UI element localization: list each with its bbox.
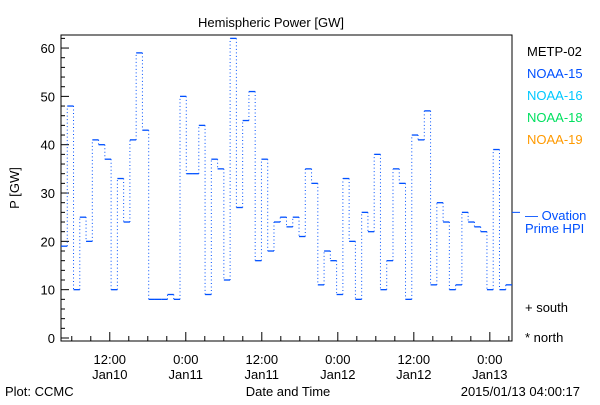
x-tick-label-date: Jan12 xyxy=(396,367,431,382)
ovation-label-1: — Ovation xyxy=(525,208,586,223)
x-axis: 12:00Jan100:00Jan1112:00Jan110:00Jan1212… xyxy=(71,332,510,382)
x-tick-label-date: Jan12 xyxy=(320,367,355,382)
x-tick-label-date: Jan10 xyxy=(92,367,127,382)
legend-item: NOAA-15 xyxy=(527,66,583,81)
north-label: * north xyxy=(525,330,563,345)
legend-item: NOAA-18 xyxy=(527,110,583,125)
legend: METP-02 NOAA-15 NOAA-16 NOAA-18 NOAA-19 xyxy=(527,44,583,147)
chart-title: Hemispheric Power [GW] xyxy=(198,15,344,30)
legend-item: NOAA-16 xyxy=(527,88,583,103)
y-tick-label: 0 xyxy=(48,331,55,346)
x-tick-label-date: Jan11 xyxy=(245,367,279,382)
plot-frame xyxy=(60,34,513,342)
legend-item: METP-02 xyxy=(527,44,582,59)
x-tick-label-time: 0:00 xyxy=(325,352,350,367)
y-tick-label: 10 xyxy=(41,283,55,298)
x-tick-label-time: 12:00 xyxy=(398,352,431,367)
plot-credit: Plot: CCMC xyxy=(5,384,74,399)
y-tick-label: 30 xyxy=(41,186,55,201)
y-axis: 0 10 20 30 40 50 60 xyxy=(41,37,69,346)
x-tick-label-date: Jan11 xyxy=(169,367,203,382)
x-tick-label-time: 0:00 xyxy=(173,352,198,367)
legend-item: NOAA-19 xyxy=(527,132,583,147)
x-tick-label-date: Jan13 xyxy=(472,367,507,382)
y-tick-label: 40 xyxy=(41,138,55,153)
y-tick-label: 50 xyxy=(41,89,55,104)
timestamp: 2015/01/13 04:00:17 xyxy=(461,384,580,399)
x-tick-label-time: 12:00 xyxy=(246,352,279,367)
y-tick-label: 20 xyxy=(41,234,55,249)
x-axis-label: Date and Time xyxy=(246,384,331,399)
y-tick-label: 60 xyxy=(41,41,55,56)
y-axis-label: P [GW] xyxy=(7,167,22,209)
ovation-label-2: Prime HPI xyxy=(525,221,584,236)
x-tick-label-time: 0:00 xyxy=(477,352,502,367)
south-label: + south xyxy=(525,300,568,315)
x-tick-label-time: 12:00 xyxy=(94,352,127,367)
series-noaa-15 xyxy=(61,37,512,300)
